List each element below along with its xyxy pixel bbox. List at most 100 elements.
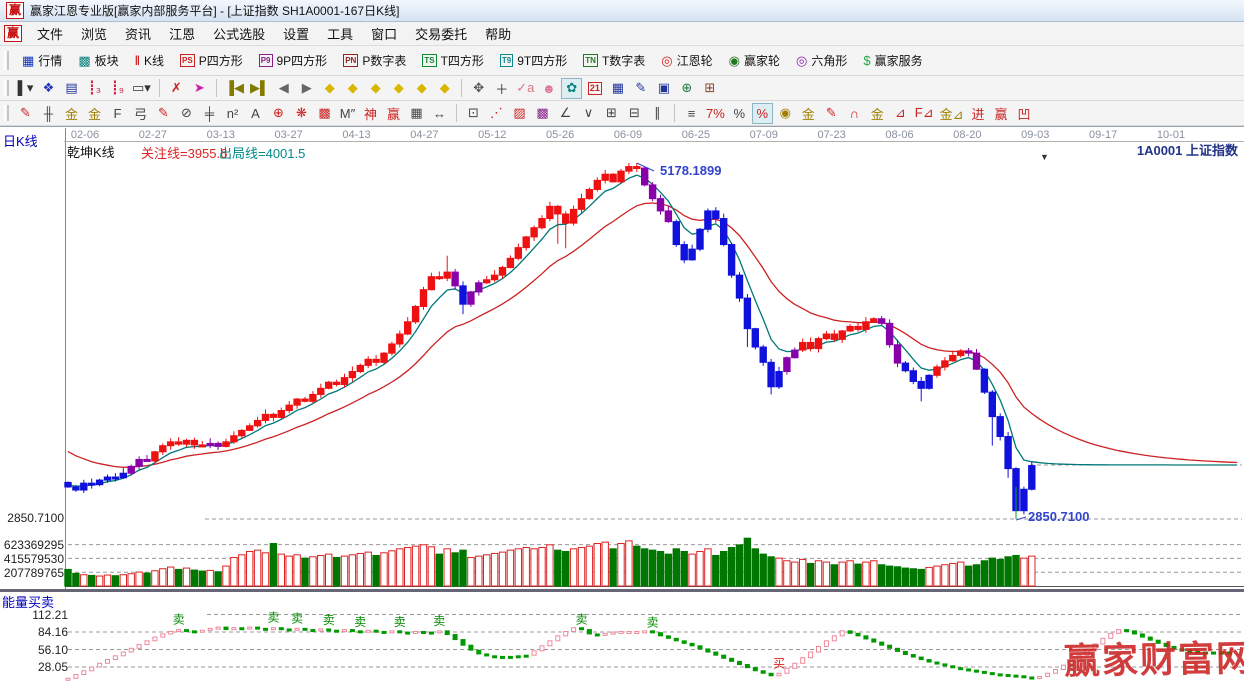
marker-pen-tool[interactable]: ✎: [153, 103, 174, 124]
step-back-button[interactable]: ◀: [273, 78, 294, 99]
quotes-button[interactable]: ▦ 行情: [14, 49, 70, 72]
menu-item-7[interactable]: 工具: [327, 27, 354, 42]
percent-tool[interactable]: %: [729, 103, 750, 124]
ying-angle-tool[interactable]: 赢: [991, 103, 1012, 124]
flag-pen-tool[interactable]: ✎: [821, 103, 842, 124]
gold-circle-tool[interactable]: ◉: [775, 103, 796, 124]
f-angle-tool[interactable]: F⊿: [913, 103, 936, 124]
sharp-grid-tool[interactable]: ⊞: [601, 103, 622, 124]
trend-3-icon[interactable]: ┋₃: [84, 78, 105, 99]
notes-icon[interactable]: ✎: [630, 78, 651, 99]
concave-angle-tool[interactable]: 凹: [1014, 103, 1035, 124]
t-square-button[interactable]: TS T四方形: [414, 49, 492, 72]
ying-grid-tool[interactable]: 赢: [383, 103, 404, 124]
web-square-tool[interactable]: ▩: [314, 103, 335, 124]
fan-square-tool[interactable]: ▨: [509, 103, 530, 124]
shen-grid-tool[interactable]: 神: [360, 103, 381, 124]
parallel-tool[interactable]: ∥: [647, 103, 668, 124]
winner-wheel-button[interactable]: ◉ 赢家轮: [721, 49, 788, 72]
fan-tool[interactable]: ⋰: [486, 103, 507, 124]
menu-item-2[interactable]: 浏览: [81, 27, 108, 42]
toolbar-grip[interactable]: [4, 50, 9, 71]
expand-h-button[interactable]: ◆: [342, 78, 363, 99]
menu-item-8[interactable]: 窗口: [371, 27, 398, 42]
toolbar-grip[interactable]: [4, 104, 9, 122]
menu-item-3[interactable]: 资讯: [125, 27, 152, 42]
calendar-icon[interactable]: 21: [584, 78, 605, 99]
crosshair-tool[interactable]: ＋: [491, 78, 512, 99]
piggy-icon[interactable]: ☻: [538, 78, 559, 99]
gold-grid2-tool[interactable]: 金: [84, 103, 105, 124]
winner-service-button[interactable]: $ 赢家服务: [855, 49, 930, 72]
gann-circle-tool[interactable]: ⊕: [268, 103, 289, 124]
t-number-button[interactable]: TN T数字表: [575, 49, 653, 72]
chart-canvas[interactable]: 02-06 02-27 03-13 03-27 04-13 04-27 05-12 05-26…: [0, 127, 1244, 684]
t9-square-button[interactable]: T9 9T四方形: [492, 49, 575, 72]
toolbar-grip[interactable]: [4, 79, 9, 97]
gann-wheel-button[interactable]: ◎ 江恩轮: [653, 49, 720, 72]
arc-tool[interactable]: ∩: [844, 103, 865, 124]
compress-both-button[interactable]: ◆: [365, 78, 386, 99]
j-angle-tool[interactable]: ⊿: [890, 103, 911, 124]
kline-button[interactable]: ‖ K线: [127, 49, 172, 72]
vee-tool[interactable]: ∨: [578, 103, 599, 124]
spiral-tool[interactable]: 弓: [130, 103, 151, 124]
formula-network-icon[interactable]: ❖: [38, 78, 59, 99]
formula-delete-icon[interactable]: ✗: [166, 78, 187, 99]
clock-grid-tool[interactable]: ⊘: [176, 103, 197, 124]
gold-grid-tool[interactable]: 金: [61, 103, 82, 124]
percent7-tool[interactable]: 7%: [704, 103, 727, 124]
p9-square-button[interactable]: P9 9P四方形: [251, 49, 335, 72]
info-board-icon[interactable]: ▤: [61, 78, 82, 99]
sectors-button[interactable]: ▩ 板块: [70, 49, 126, 72]
compress-h-button[interactable]: ◆: [319, 78, 340, 99]
sharp-grid2-tool[interactable]: ⊟: [624, 103, 645, 124]
gold-line-tool[interactable]: 金: [798, 103, 819, 124]
angle-tool[interactable]: ∠: [555, 103, 576, 124]
chevron-down-icon[interactable]: ▼: [1040, 152, 1049, 162]
brain-maze-icon[interactable]: ✿: [561, 77, 583, 99]
span-tool[interactable]: ↔: [429, 103, 450, 124]
gold-angle-tool[interactable]: 金⊿: [938, 103, 966, 124]
save-icon[interactable]: ▣: [653, 78, 674, 99]
trend-9-icon[interactable]: ┋₉: [107, 78, 128, 99]
compress-all-button[interactable]: ◆: [411, 78, 432, 99]
box-tool[interactable]: ⊡: [463, 103, 484, 124]
jump-first-button[interactable]: ▐◀: [223, 78, 246, 99]
p-number-button[interactable]: PN P数字表: [335, 49, 414, 72]
grid-123-tool[interactable]: ▦: [406, 103, 427, 124]
n2-tool[interactable]: n²: [222, 103, 243, 124]
pattern-tool[interactable]: ▩: [532, 103, 553, 124]
kline-style-dropdown[interactable]: ▌▾: [15, 78, 36, 99]
price-ladder-tool[interactable]: ≡: [681, 103, 702, 124]
fibo-grid-tool[interactable]: F: [107, 103, 128, 124]
order-cart-icon[interactable]: ⊞: [699, 78, 720, 99]
percent-line-tool[interactable]: %: [751, 102, 773, 124]
time-grid-tool[interactable]: ╫: [38, 103, 59, 124]
jump-last-button[interactable]: ▶▌: [248, 78, 271, 99]
jin-angle-tool[interactable]: 进: [968, 103, 989, 124]
step-forward-button[interactable]: ▶: [296, 78, 317, 99]
hexagon-button[interactable]: ◎ 六角形: [788, 49, 855, 72]
pen-tool[interactable]: ✎: [15, 103, 36, 124]
menu-item-10[interactable]: 帮助: [485, 27, 512, 42]
hand-tool[interactable]: ✥: [468, 78, 489, 99]
p-square-button[interactable]: PS P四方形: [172, 49, 251, 72]
mini-kline-dropdown[interactable]: ▭▾: [130, 78, 153, 99]
a-line-tool[interactable]: A: [245, 103, 266, 124]
export-icon[interactable]: ⊕: [676, 78, 697, 99]
expand-all-button[interactable]: ◆: [434, 78, 455, 99]
menu-item-9[interactable]: 交易委托: [415, 27, 468, 42]
measure-tool[interactable]: ✓a: [514, 78, 536, 99]
gold-under-tool[interactable]: 金: [867, 103, 888, 124]
expand-both-button[interactable]: ◆: [388, 78, 409, 99]
menu-item-1[interactable]: 文件: [37, 27, 64, 42]
calculator-icon[interactable]: ▦: [607, 78, 628, 99]
menu-item-4[interactable]: 江恩: [169, 27, 196, 42]
menu-item-6[interactable]: 设置: [283, 27, 310, 42]
web-tool[interactable]: ❋: [291, 103, 312, 124]
wave-tool[interactable]: M″: [337, 103, 358, 124]
menu-item-5[interactable]: 公式选股: [213, 27, 266, 42]
color-chart-icon[interactable]: ➤: [189, 78, 210, 99]
dense-grid-tool[interactable]: ╪: [199, 103, 220, 124]
